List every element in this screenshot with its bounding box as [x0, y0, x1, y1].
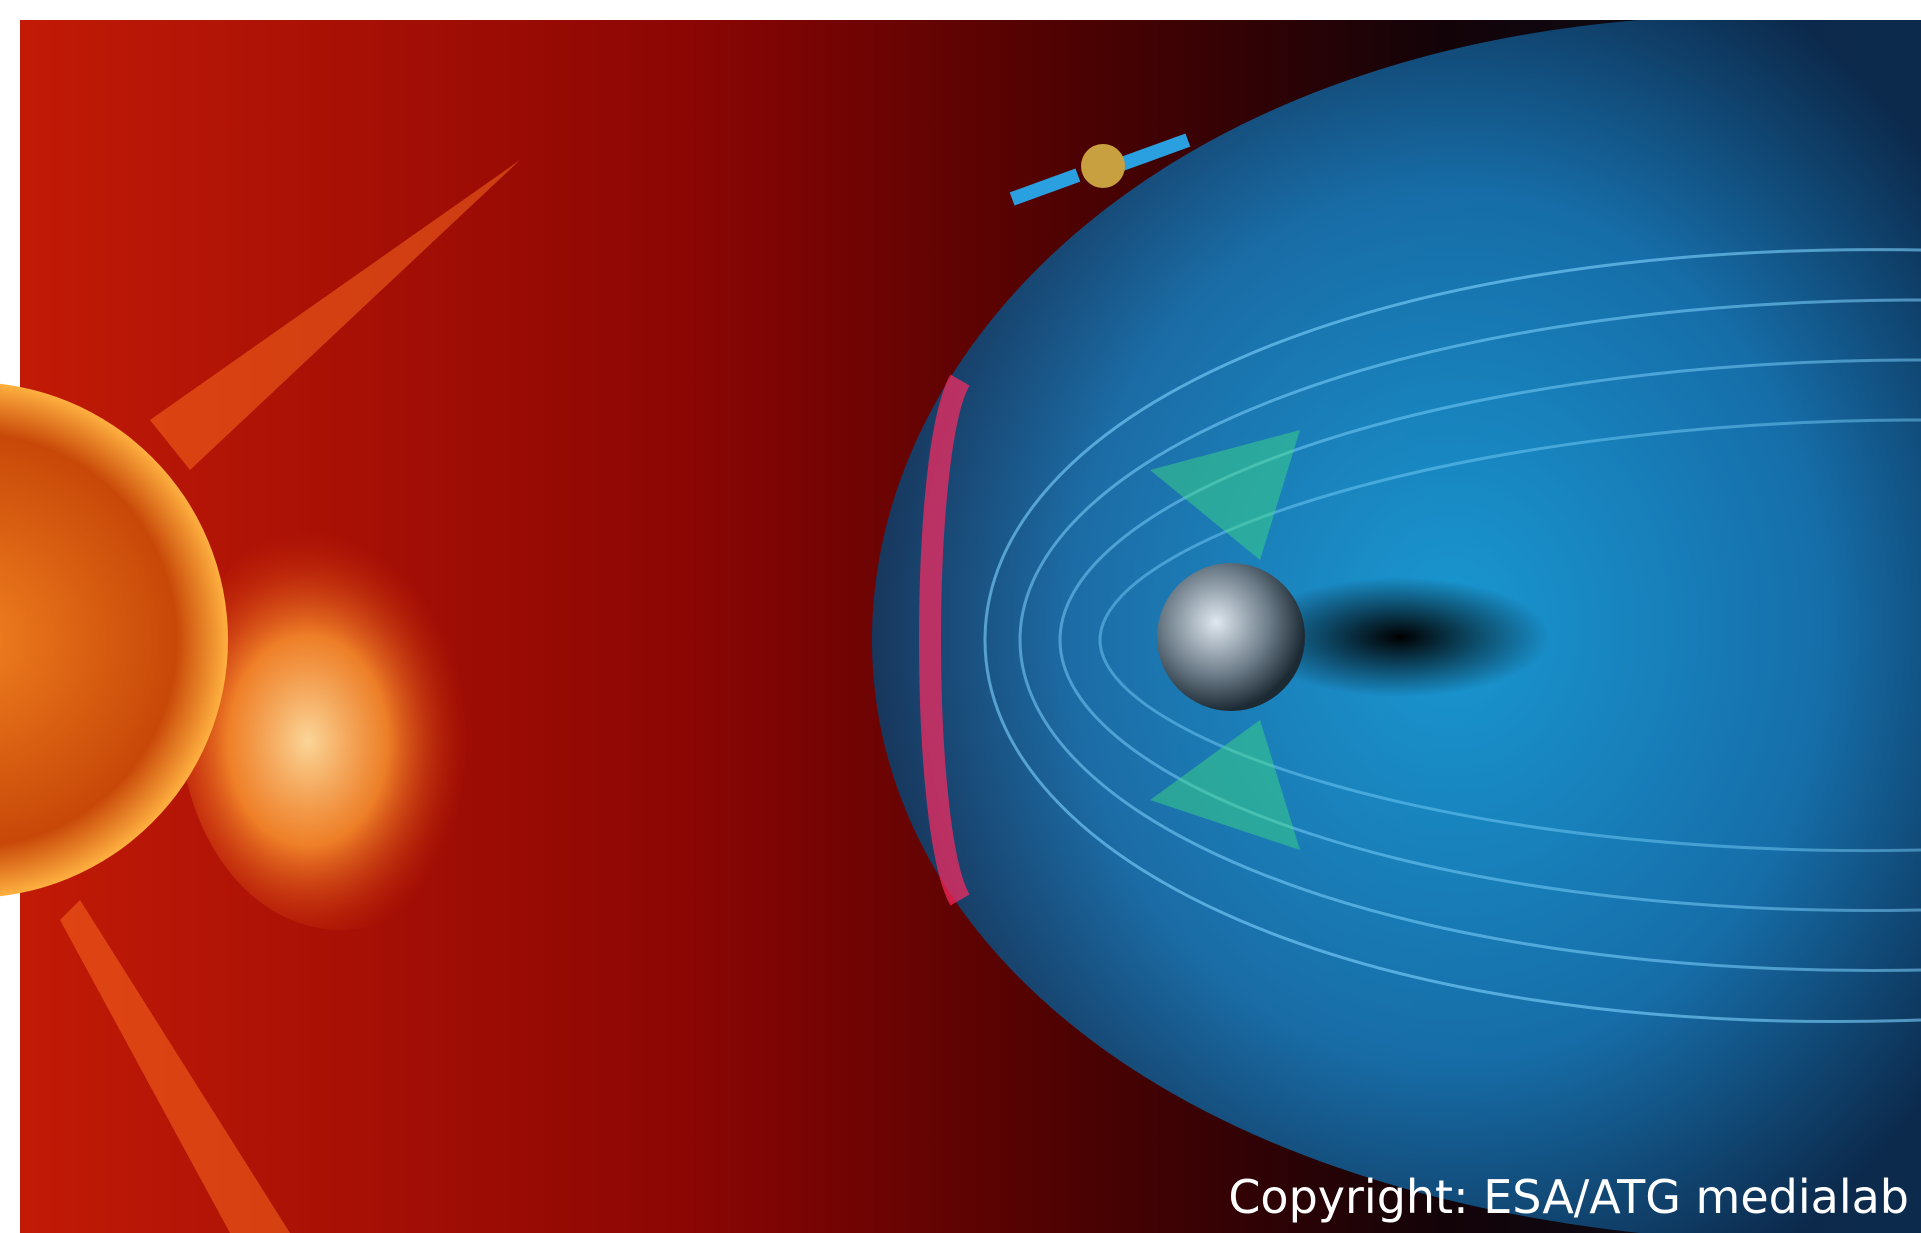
sun: [0, 160, 520, 1233]
magnetosphere: [872, 20, 1921, 1233]
earth: [1157, 563, 1305, 711]
copyright: Copyright: ESA/ATG medialab: [1228, 1170, 1909, 1224]
satellite: [1009, 133, 1191, 206]
